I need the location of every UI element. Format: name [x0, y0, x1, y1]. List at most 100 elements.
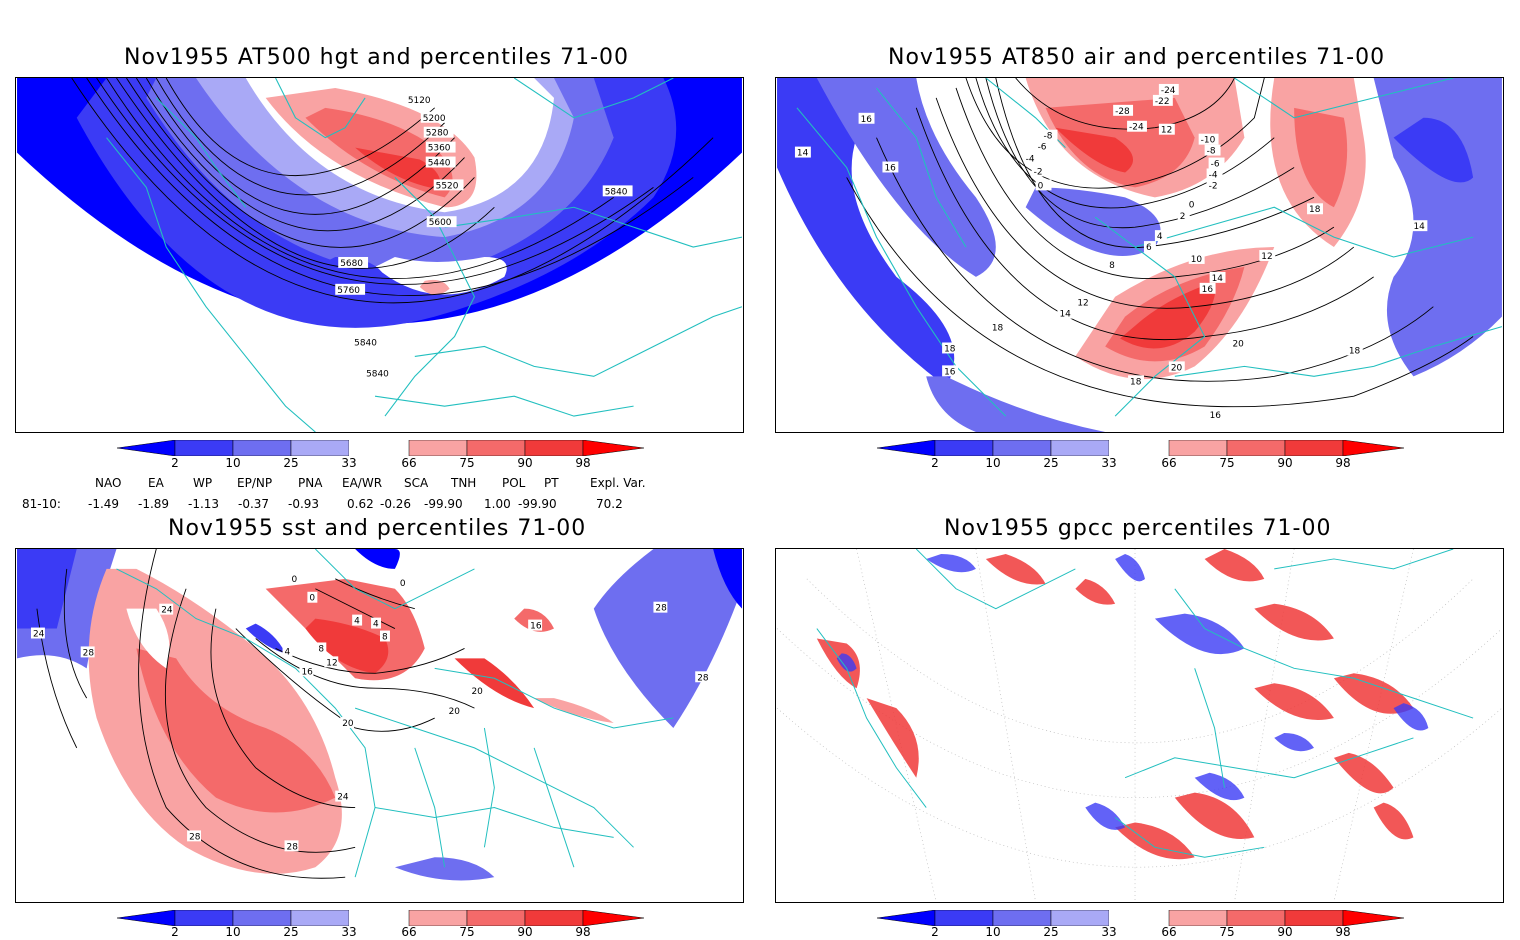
colorbar-label: 33 [341, 456, 357, 470]
index-value-pol: 1.00 [484, 497, 511, 511]
colorbar-label: 25 [1043, 456, 1059, 470]
colorbar-label: 90 [517, 925, 533, 939]
contour-label: 8 [382, 632, 388, 642]
colorbar-label: 75 [459, 456, 475, 470]
contour-label: -28 [1115, 107, 1130, 117]
colorbar-label: 98 [575, 925, 591, 939]
panel-title-air850: Nov1955 AT850 air and percentiles 71-00 [888, 45, 1386, 70]
panel-title-gpcc: Nov1955 gpcc percentiles 71-00 [944, 516, 1332, 541]
colorbar-label: 10 [225, 456, 241, 470]
map-sst-svg: 24 28 24 0 0 0 4 4 8 4 8 12 16 16 20 20 … [17, 549, 742, 881]
colorbar-bottom-right: 2 10 25 33 66 75 90 98 [876, 909, 1405, 940]
index-value-expl-var: 70.2 [596, 497, 623, 511]
contour-label: 6 [1146, 243, 1152, 253]
index-header-expl-var: Expl. Var. [590, 476, 646, 490]
colorbar-label: 10 [985, 456, 1001, 470]
colorbar-label: 90 [517, 456, 533, 470]
contour-label: 14 [797, 149, 809, 159]
index-value-wp: -1.13 [188, 497, 220, 511]
colorbar-label: 98 [1335, 456, 1351, 470]
contour-label: 8 [318, 644, 324, 654]
contour-label: 5760 [337, 286, 360, 296]
contour-label: 16 [861, 115, 873, 125]
colorbar-label: 98 [1335, 925, 1351, 939]
contour-label: 0 [309, 594, 315, 604]
contour-label: 20 [342, 719, 354, 729]
contour-label: -6 [1038, 143, 1047, 153]
contour-label: 12 [1161, 126, 1172, 136]
contour-label: 5600 [429, 218, 452, 228]
index-value-eawr: 0.62 [347, 497, 374, 511]
contour-label: -8 [1044, 132, 1053, 142]
contour-label: 24 [161, 606, 173, 616]
contour-label: -8 [1207, 147, 1216, 157]
contour-label: -24 [1161, 86, 1176, 96]
index-value-ea: -1.89 [138, 497, 170, 511]
colorbar-label: 33 [1101, 925, 1117, 939]
index-header-tnh: TNH [451, 476, 477, 490]
colorbar-bottom-left: 2 10 25 33 66 75 90 98 [116, 909, 645, 940]
contour-label: 12 [1077, 299, 1088, 309]
contour-label: 12 [1261, 252, 1272, 262]
contour-label: 18 [1309, 205, 1321, 215]
contour-label: 10 [1191, 255, 1203, 265]
contour-label: 5360 [428, 144, 451, 154]
map-hgt500: 5120 5200 5280 5360 5440 5520 5600 5680 … [15, 77, 744, 433]
colorbar-label: 2 [171, 925, 179, 939]
colorbar-bottom-right-svg [876, 909, 1405, 927]
map-gpcc [775, 548, 1504, 903]
colorbar-label: 66 [1161, 456, 1177, 470]
contour-label: 14 [1413, 222, 1425, 232]
colorbar-label: 2 [931, 925, 939, 939]
index-header-nao: NAO [95, 476, 122, 490]
index-header-wp: WP [193, 476, 213, 490]
colorbar-label: 66 [401, 456, 417, 470]
map-air850-svg: 16 14 16 -8 -6 -4 -2 0 -28 -24 -22 -24 1… [777, 78, 1503, 432]
contour-label: 28 [655, 604, 667, 614]
contour-label: 5200 [423, 114, 446, 124]
contour-label: 18 [1130, 377, 1142, 387]
contour-label: 0 [291, 575, 297, 585]
colorbar-label: 90 [1277, 456, 1293, 470]
contour-label: 18 [1349, 346, 1361, 356]
colorbar-label: 66 [1161, 925, 1177, 939]
colorbar-label: 25 [1043, 925, 1059, 939]
contour-label: 4 [354, 617, 360, 627]
index-value-nao: -1.49 [88, 497, 120, 511]
contour-label: 16 [301, 667, 313, 677]
contour-label: 12 [326, 658, 337, 668]
index-header-ea: EA [148, 476, 164, 490]
colorbar-label: 25 [283, 456, 299, 470]
map-hgt500-svg: 5120 5200 5280 5360 5440 5520 5600 5680 … [17, 78, 743, 432]
colorbar-label: 75 [1219, 925, 1235, 939]
map-sst: 24 28 24 0 0 0 4 4 8 4 8 12 16 16 20 20 … [15, 548, 744, 903]
index-value-sca: -0.26 [380, 497, 412, 511]
contour-label: 16 [530, 622, 542, 632]
colorbar-top-left: 2 10 25 33 66 75 90 98 [116, 439, 645, 474]
colorbar-label: 98 [575, 456, 591, 470]
contour-label: 5280 [426, 129, 449, 139]
contour-label: 5440 [428, 159, 451, 169]
index-header-pna: PNA [298, 476, 323, 490]
colorbar-top-right: 2 10 25 33 66 75 90 98 [876, 439, 1405, 474]
contour-label: 5520 [436, 181, 459, 191]
colorbar-label: 10 [985, 925, 1001, 939]
colorbar-label: 10 [225, 925, 241, 939]
contour-label: 20 [1232, 339, 1244, 349]
contour-label: 14 [1212, 274, 1224, 284]
contour-label: 4 [1157, 232, 1163, 242]
contour-label: 0 [1189, 200, 1195, 210]
contour-label: 28 [287, 842, 299, 852]
contour-label: -4 [1209, 170, 1218, 180]
panel-title-sst: Nov1955 sst and percentiles 71-00 [168, 516, 587, 541]
teleconnection-indices: NAO EA WP EP/NP PNA EA/WR SCA TNH POL PT… [0, 476, 760, 516]
contour-label: -10 [1201, 136, 1216, 146]
contour-label: 16 [1210, 411, 1222, 421]
index-value-tnh: -99.90 [424, 497, 463, 511]
index-value-epnp: -0.37 [238, 497, 270, 511]
colorbar-label: 25 [283, 925, 299, 939]
contour-label: 2 [1180, 212, 1186, 222]
contour-label: 20 [471, 687, 483, 697]
contour-label: -2 [1209, 181, 1218, 191]
colorbar-label: 90 [1277, 925, 1293, 939]
